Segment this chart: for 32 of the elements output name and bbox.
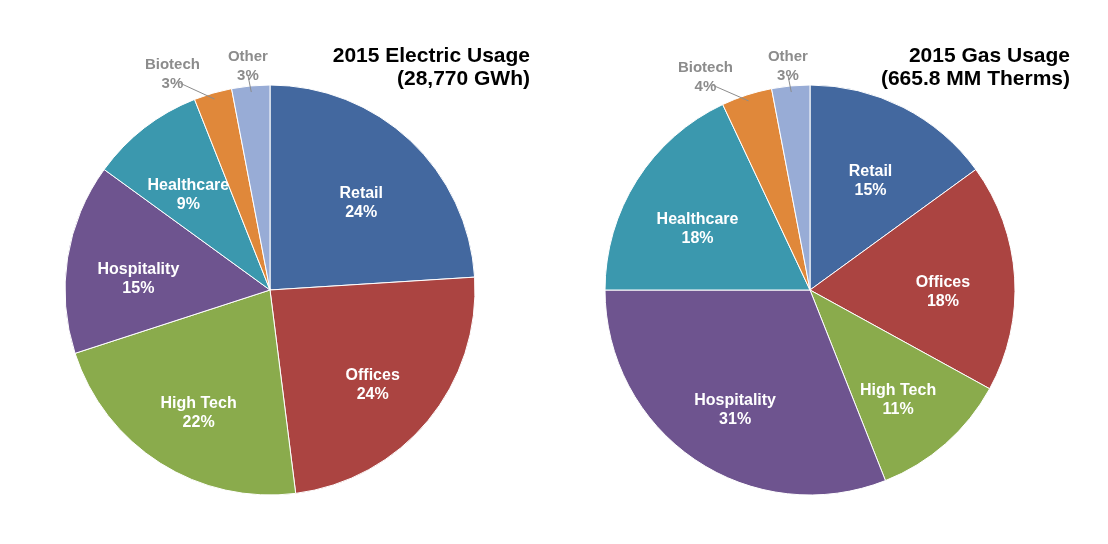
data-label: 3%	[777, 66, 799, 84]
data-label: 11%	[882, 399, 914, 417]
slice-label: Hospitality	[694, 391, 777, 409]
text: (28,770 GWh)	[396, 66, 530, 90]
slice-label: High Tech	[860, 380, 937, 398]
slice-label: Offices	[915, 272, 971, 290]
data-label: 15%	[854, 181, 887, 199]
data-label: 3%	[237, 66, 259, 84]
slice-label: High Tech	[160, 393, 237, 411]
slice-label: Other	[767, 47, 809, 65]
slice-label: Hospitality	[97, 260, 180, 278]
data-label: 15%	[122, 279, 155, 297]
slice-label: Retail	[848, 162, 893, 180]
data-label: 3%	[161, 74, 184, 92]
slice-label: Healthcare	[147, 175, 230, 193]
slice-label: Healthcare	[656, 209, 739, 227]
data-label: 18%	[926, 291, 959, 309]
slice-label: Other	[227, 47, 269, 65]
data-label: 31%	[719, 410, 752, 428]
data-label: 9%	[176, 194, 200, 212]
text: 2015 Gas Usage	[908, 43, 1070, 67]
data-label: 22%	[182, 412, 215, 430]
data-label: 18%	[681, 228, 714, 246]
data-label: 24%	[345, 202, 378, 220]
data-label: 4%	[694, 76, 717, 94]
slice-label: Retail	[339, 183, 383, 201]
slice-label: Biotech	[677, 57, 733, 75]
slice-label: Offices	[345, 365, 400, 383]
slice-label: Biotech	[144, 55, 200, 73]
data-label: 24%	[356, 384, 389, 402]
text: (665.8 MM Therms)	[880, 66, 1070, 90]
text: 2015 Electric Usage	[332, 43, 530, 67]
